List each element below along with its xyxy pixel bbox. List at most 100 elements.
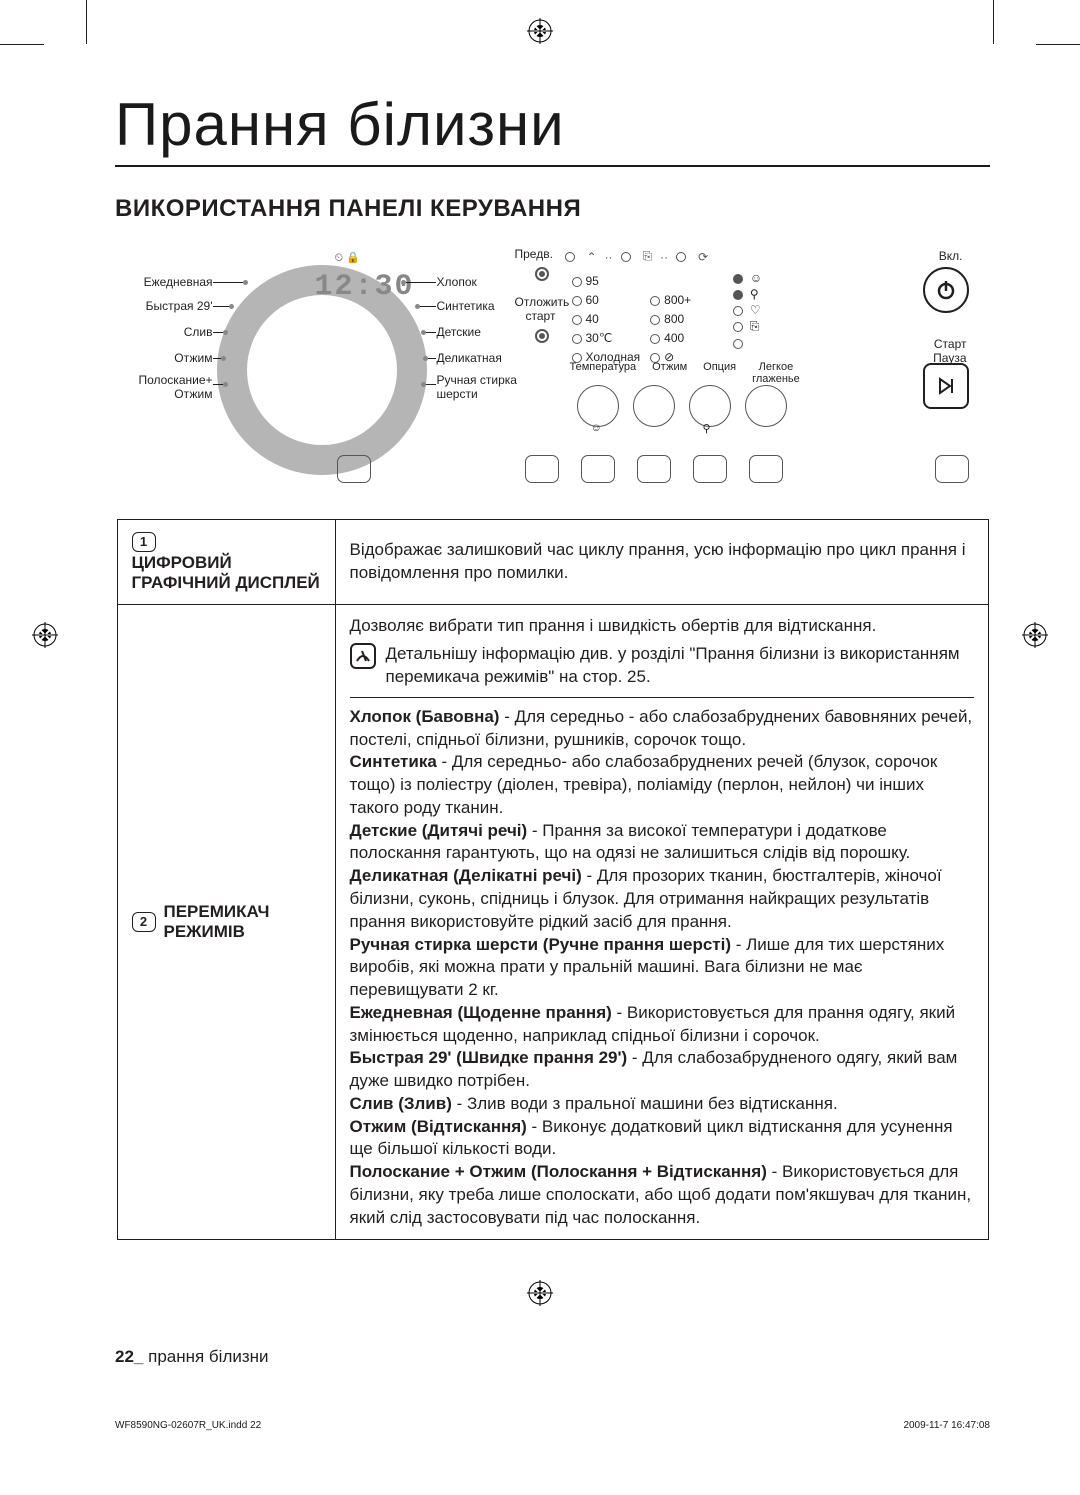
mode-name: Хлопок (Бавовна) [350, 707, 500, 726]
leader-line [406, 282, 436, 283]
row1-label: ЦИФРОВИЙ ГРАФІЧНИЙ ДИСПЛЕЙ [132, 553, 320, 594]
temperature-options: 95 60800+ 40800 30℃400 Холодная⊘ [570, 271, 702, 368]
row2-content: Дозволяє вибрати тип прання і швидкість … [335, 604, 988, 1240]
section-heading: ВИКОРИСТАННЯ ПАНЕЛІ КЕРУВАННЯ [115, 195, 990, 223]
mode-item: Отжим (Відтискання) - Виконує додатковий… [350, 1116, 974, 1162]
mode-name: Детские (Дитячі речі) [350, 821, 528, 840]
panel-small-button [637, 455, 671, 483]
panel-small-button [525, 455, 559, 483]
prewash-label: Предв. [515, 247, 553, 261]
info-callout: Детальнішу інформацію див. у розділі "Пр… [350, 643, 974, 689]
display-small-icons: ⏲ 🔒 [335, 251, 360, 265]
panel-small-button [581, 455, 615, 483]
page-root: Прання білизни ВИКОРИСТАННЯ ПАНЕЛІ КЕРУВ… [0, 0, 1080, 1495]
row-number-badge: 1 [132, 532, 156, 552]
digital-display: 12:30 [315, 270, 415, 304]
mode-item: Ежедневная (Щоденне прання) - Використов… [350, 1002, 974, 1048]
mode-item: Быстрая 29' (Швидке прання 29') - Для сл… [350, 1047, 974, 1093]
dial-label-delicate: Деликатная [437, 351, 502, 365]
mode-name: Деликатная (Делікатні речі) [350, 866, 582, 885]
panel-small-button [693, 455, 727, 483]
description-table: 1ЦИФРОВИЙ ГРАФІЧНИЙ ДИСПЛЕЙ Відображає з… [117, 519, 989, 1240]
mode-name: Слив (Злив) [350, 1094, 452, 1113]
registration-mark-icon [1022, 622, 1048, 648]
crop-mark [86, 0, 87, 44]
leader-line [428, 358, 436, 359]
power-button-icon [923, 267, 969, 313]
mode-name: Ежедневная (Щоденне прання) [350, 1003, 612, 1022]
crop-mark [993, 0, 994, 44]
registration-mark-icon [527, 18, 553, 44]
dial-label-daily: Ежедневная [117, 275, 213, 289]
dial-dot [229, 304, 234, 309]
dial-label-rinse-spin: Полоскание+ Отжим [117, 373, 213, 401]
option-icons-column: ☺ ⚲ ♡ ⎘ [733, 271, 763, 352]
easy-iron-button [745, 385, 787, 427]
prewash-indicator-icon [535, 267, 549, 281]
temp-button-label: Температура [570, 361, 637, 385]
row1-label-cell: 1ЦИФРОВИЙ ГРАФІЧНИЙ ДИСПЛЕЙ [117, 520, 335, 605]
registration-mark-icon [32, 622, 58, 648]
mode-item: Слив (Злив) - Злив води з пральної машин… [350, 1093, 974, 1116]
page-number: 22_ [115, 1347, 143, 1366]
leader-line [213, 358, 221, 359]
print-metadata-left: WF8590NG-02607R_UK.indd 22 [115, 1420, 261, 1431]
mode-item: Полоскание + Отжим (Полоскання + Відтиск… [350, 1161, 974, 1229]
info-text: Детальнішу інформацію див. у розділі "Пр… [386, 643, 974, 689]
start-pause-button-icon [923, 363, 969, 409]
mode-desc: - Для середньо- або слабозабруднених реч… [350, 752, 938, 817]
power-label: Вкл. [939, 249, 963, 263]
leader-line [213, 332, 223, 333]
mode-name: Ручная стирка шерсти (Ручне прання шерст… [350, 935, 732, 954]
divider [350, 697, 974, 698]
spin-button [633, 385, 675, 427]
delay-indicator-icon [535, 329, 549, 343]
easy-iron-button-label: Легкое глаженье [752, 361, 800, 385]
option-button: ⚲ [689, 385, 731, 427]
row-number-badge: 2 [132, 912, 156, 932]
leader-line [213, 306, 229, 307]
dial-dot [223, 330, 228, 335]
row2-label-cell: 2ПЕРЕМИКАЧ РЕЖИМІВ [117, 604, 335, 1240]
table-row: 1ЦИФРОВИЙ ГРАФІЧНИЙ ДИСПЛЕЙ Відображає з… [117, 520, 988, 605]
mode-name: Отжим (Відтискання) [350, 1117, 527, 1136]
panel-small-button [337, 455, 371, 483]
mode-item: Детские (Дитячі речі) - Прання за високо… [350, 820, 974, 866]
dial-dot [221, 356, 226, 361]
dial-dot [243, 280, 248, 285]
footer-section-name: прання білизни [148, 1347, 268, 1366]
row1-text: Відображає залишковий час циклу прання, … [335, 520, 988, 605]
row2-intro: Дозволяє вибрати тип прання і швидкість … [350, 615, 974, 638]
mode-desc: - Злив води з пральної машини без відтис… [452, 1094, 838, 1113]
option-button-label: Опция [703, 361, 736, 385]
registration-mark-icon [527, 1280, 553, 1306]
mode-name: Синтетика [350, 752, 437, 771]
spin-button-label: Отжим [652, 361, 687, 385]
print-metadata-right: 2009-11-7 16:47:08 [903, 1420, 990, 1431]
leader-line [420, 306, 436, 307]
leader-line [213, 384, 223, 385]
dial-label-cotton: Хлопок [437, 275, 477, 289]
crop-mark [0, 44, 44, 45]
dial-label-drain: Слив [117, 325, 213, 339]
control-panel-diagram: ⏲ 🔒 12:30 Ежедневная Быстрая 29' Слив От… [117, 245, 989, 495]
page-title: Прання білизни [115, 90, 990, 167]
table-row: 2ПЕРЕМИКАЧ РЕЖИМІВ Дозволяє вибрати тип … [117, 604, 988, 1240]
mode-descriptions: Хлопок (Бавовна) - Для середньо - або сл… [350, 706, 974, 1230]
temp-button: ☺ [577, 385, 619, 427]
mode-item: Хлопок (Бавовна) - Для середньо - або сл… [350, 706, 974, 752]
dial-label-wool: Ручная стирка шерсти [437, 373, 517, 401]
page-footer: 22_ прання білизни [115, 1347, 269, 1367]
leader-line [426, 332, 436, 333]
crop-mark [1036, 44, 1080, 45]
panel-small-button [935, 455, 969, 483]
dial-label-spin: Отжим [117, 351, 213, 365]
button-row-labels: Температура Отжим Опция Легкое глаженье [570, 361, 820, 385]
panel-small-button [749, 455, 783, 483]
mode-name: Полоскание + Отжим (Полоскання + Відтиск… [350, 1162, 767, 1181]
mode-item: Деликатная (Делікатні речі) - Для прозор… [350, 865, 974, 933]
info-icon [350, 643, 376, 669]
dial-dot [223, 382, 228, 387]
delay-start-label: Отложить старт [515, 295, 567, 323]
dial-label-synthetics: Синтетика [437, 299, 495, 313]
